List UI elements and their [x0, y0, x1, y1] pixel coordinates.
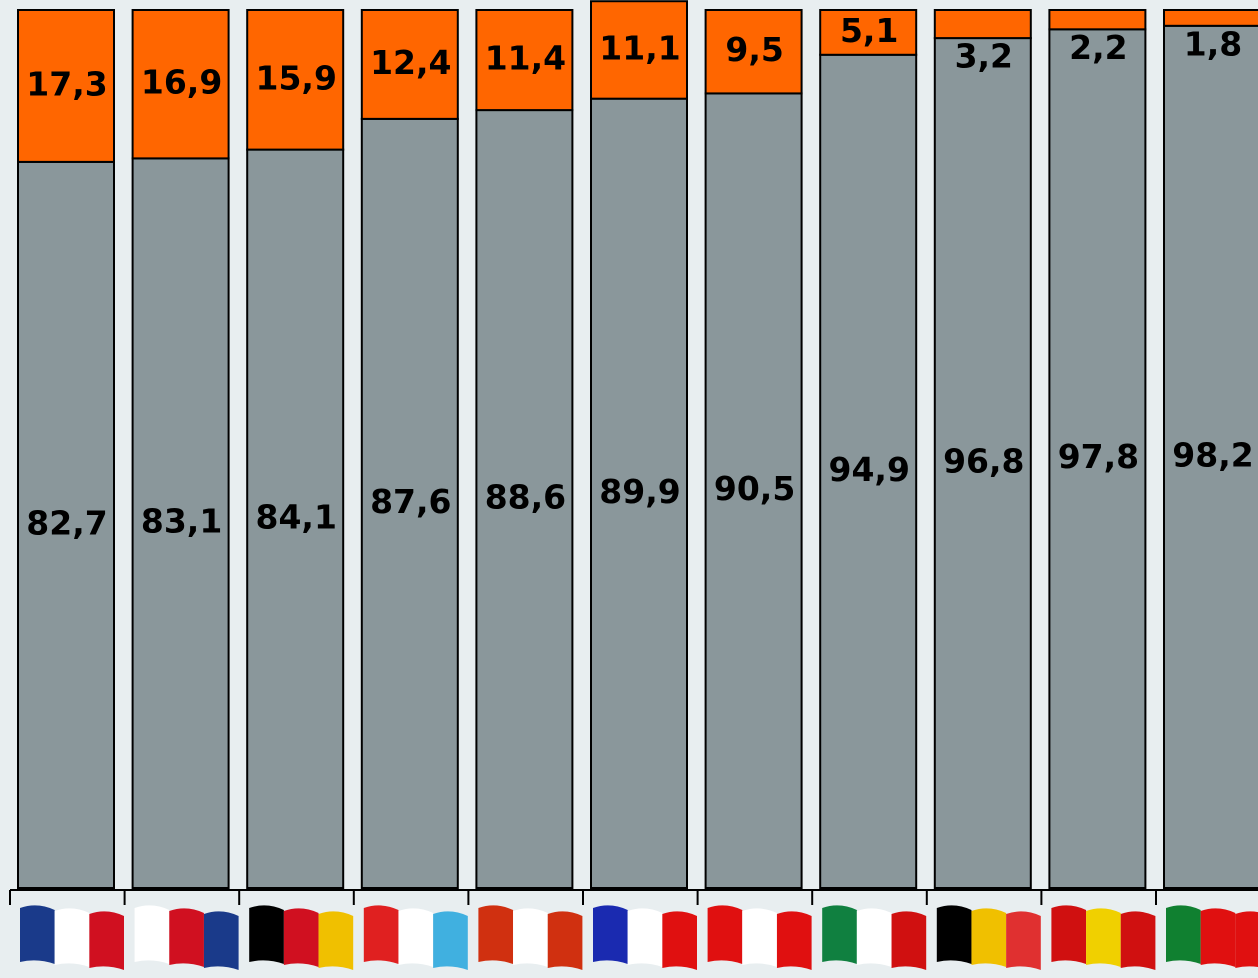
- data-label: 87,6: [370, 482, 451, 521]
- data-label: 88,6: [485, 478, 566, 517]
- flag-stripe: [1235, 911, 1258, 968]
- bar-segment: [360, 117, 459, 889]
- bar-segment: [933, 9, 1032, 40]
- flag-stripe: [513, 908, 548, 967]
- data-label: 96,8: [943, 442, 1024, 481]
- flag-stripe: [1166, 905, 1201, 964]
- flag-icon: [593, 905, 697, 970]
- flag-stripe: [547, 911, 583, 970]
- flag-stripe: [249, 905, 284, 964]
- data-label: 82,7: [26, 503, 107, 542]
- flag-icon: [822, 905, 927, 970]
- bar-segment: [933, 37, 1032, 889]
- flag-stripe: [971, 908, 1007, 967]
- data-label: 5,1: [840, 11, 898, 50]
- flag-stripe: [593, 905, 628, 964]
- bar-segment: [360, 9, 459, 120]
- data-label: 89,9: [599, 472, 680, 511]
- bar-segment: [1048, 28, 1147, 890]
- bar-segment: [17, 160, 115, 890]
- bar-segment: [131, 9, 230, 160]
- bar-segment: [819, 53, 918, 889]
- flag-stripe: [936, 905, 972, 964]
- flag-stripe: [1006, 911, 1041, 970]
- data-label: 11,1: [599, 28, 680, 67]
- data-label: 17,3: [26, 64, 107, 103]
- flag-stripe: [318, 911, 354, 970]
- data-label: 15,9: [255, 58, 336, 97]
- bar-segment: [1048, 9, 1147, 31]
- flag-stripe: [776, 911, 812, 970]
- flag-stripe: [627, 908, 663, 967]
- bar-segment: [246, 148, 345, 890]
- flag-stripe: [169, 908, 204, 967]
- data-label: 2,2: [1069, 28, 1127, 67]
- flag-stripe: [283, 908, 319, 967]
- flag-stripe: [433, 911, 468, 970]
- flag-icon: [936, 905, 1041, 970]
- flag-icon: [249, 905, 354, 970]
- flag-icon: [478, 905, 583, 970]
- data-label: 90,5: [714, 469, 795, 508]
- flag-stripe: [134, 905, 170, 964]
- flag-icon: [1166, 905, 1258, 968]
- bar-segment: [246, 9, 345, 151]
- flag-stripe: [478, 905, 514, 964]
- bar-segment: [475, 109, 574, 890]
- bar-segment: [704, 92, 803, 890]
- flag-stripe: [822, 905, 857, 964]
- flag-stripe: [1051, 905, 1087, 964]
- flag-stripe: [203, 911, 239, 970]
- data-label: 94,9: [828, 450, 909, 489]
- data-label: 3,2: [955, 37, 1013, 76]
- flag-icon: [363, 905, 468, 970]
- flag-stripe: [742, 908, 777, 967]
- data-label: 98,2: [1172, 435, 1253, 474]
- flag-stripe: [1200, 908, 1236, 967]
- bar-segment: [1163, 9, 1258, 27]
- flag-stripe: [398, 908, 434, 967]
- flag-stripe: [89, 911, 124, 970]
- flag-stripe: [1120, 911, 1156, 970]
- bar-segment: [475, 9, 574, 112]
- data-label: 1,8: [1184, 24, 1242, 63]
- flag-stripe: [891, 911, 927, 970]
- data-label: 12,4: [370, 43, 451, 82]
- bar-segment: [17, 9, 115, 163]
- flag-stripe: [54, 908, 90, 967]
- bar-segment: [819, 9, 918, 56]
- flag-stripe: [707, 905, 743, 964]
- data-label: 9,5: [725, 30, 783, 69]
- flag-stripe: [20, 905, 55, 964]
- flag-icon: [1051, 905, 1156, 970]
- data-label: 84,1: [255, 497, 336, 536]
- flag-stripe: [662, 911, 697, 970]
- data-label: 97,8: [1058, 437, 1139, 476]
- flag-icon: [134, 905, 239, 970]
- flag-stripe: [856, 908, 892, 967]
- flag-icon: [20, 905, 124, 970]
- flag-icon: [707, 905, 812, 970]
- data-label: 11,4: [485, 39, 566, 78]
- data-label: 16,9: [141, 63, 222, 102]
- data-label: 83,1: [141, 502, 222, 541]
- flag-stripe: [363, 905, 399, 964]
- bar-segment: [590, 0, 688, 100]
- flag-stripe: [1086, 908, 1121, 967]
- bar-segment: [704, 9, 803, 95]
